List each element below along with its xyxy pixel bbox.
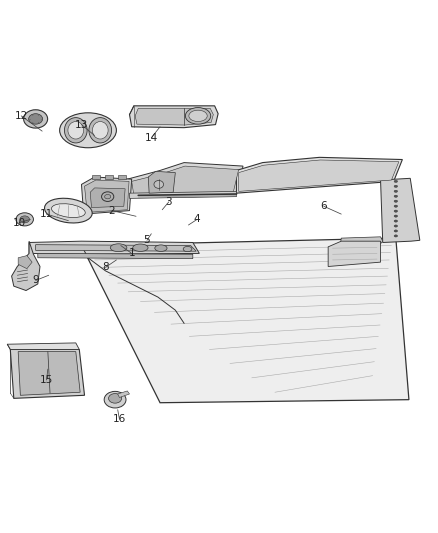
Ellipse shape — [133, 244, 148, 252]
Ellipse shape — [394, 180, 398, 182]
Ellipse shape — [394, 200, 398, 203]
Ellipse shape — [24, 110, 48, 128]
Ellipse shape — [183, 246, 192, 252]
Text: 15: 15 — [40, 375, 53, 385]
Ellipse shape — [189, 110, 207, 122]
Bar — [106, 175, 113, 179]
Polygon shape — [12, 241, 40, 290]
Text: 10: 10 — [12, 218, 25, 228]
Ellipse shape — [60, 113, 117, 148]
Ellipse shape — [45, 198, 92, 223]
Ellipse shape — [394, 220, 398, 222]
Text: 12: 12 — [14, 111, 28, 121]
Ellipse shape — [394, 230, 398, 232]
Ellipse shape — [394, 235, 398, 237]
Text: 14: 14 — [145, 133, 158, 143]
Ellipse shape — [109, 393, 122, 403]
Polygon shape — [130, 106, 218, 128]
Ellipse shape — [394, 205, 398, 207]
Polygon shape — [81, 238, 409, 403]
Bar — [92, 175, 100, 179]
Ellipse shape — [394, 190, 398, 192]
Polygon shape — [35, 245, 196, 251]
Ellipse shape — [20, 216, 29, 223]
Text: 16: 16 — [113, 414, 126, 424]
Text: 2: 2 — [109, 206, 115, 216]
Ellipse shape — [92, 122, 108, 139]
Ellipse shape — [154, 181, 163, 188]
Polygon shape — [135, 108, 213, 125]
Text: 8: 8 — [102, 262, 109, 272]
Ellipse shape — [64, 118, 87, 143]
Polygon shape — [90, 188, 125, 207]
Polygon shape — [340, 237, 383, 250]
Polygon shape — [118, 391, 130, 398]
Polygon shape — [237, 157, 403, 193]
Polygon shape — [81, 177, 132, 214]
Ellipse shape — [394, 225, 398, 227]
Polygon shape — [7, 343, 79, 350]
Polygon shape — [130, 191, 237, 198]
Ellipse shape — [185, 108, 211, 124]
Polygon shape — [328, 241, 381, 266]
Text: 13: 13 — [75, 119, 88, 130]
Polygon shape — [132, 166, 239, 195]
Polygon shape — [381, 179, 420, 243]
Ellipse shape — [28, 114, 42, 124]
Ellipse shape — [105, 195, 111, 199]
Ellipse shape — [155, 245, 167, 252]
Ellipse shape — [16, 213, 33, 226]
Polygon shape — [29, 241, 199, 254]
Ellipse shape — [89, 118, 112, 143]
Polygon shape — [11, 350, 85, 398]
Ellipse shape — [104, 391, 126, 408]
Ellipse shape — [394, 210, 398, 212]
Polygon shape — [38, 253, 193, 259]
Text: 5: 5 — [144, 235, 150, 245]
Bar — [118, 175, 126, 179]
Text: 1: 1 — [128, 248, 135, 259]
Ellipse shape — [394, 195, 398, 197]
Polygon shape — [18, 352, 80, 395]
Ellipse shape — [52, 204, 85, 217]
Polygon shape — [239, 160, 399, 191]
Polygon shape — [85, 180, 129, 212]
Polygon shape — [148, 171, 175, 193]
Text: 3: 3 — [166, 197, 172, 207]
Ellipse shape — [110, 244, 127, 252]
Ellipse shape — [394, 185, 398, 188]
Polygon shape — [18, 256, 32, 269]
Ellipse shape — [68, 122, 84, 139]
Polygon shape — [127, 163, 243, 197]
Text: 9: 9 — [32, 276, 39, 286]
Text: 11: 11 — [40, 209, 53, 219]
Ellipse shape — [394, 215, 398, 217]
Text: 6: 6 — [321, 201, 327, 211]
Text: 4: 4 — [194, 214, 201, 224]
